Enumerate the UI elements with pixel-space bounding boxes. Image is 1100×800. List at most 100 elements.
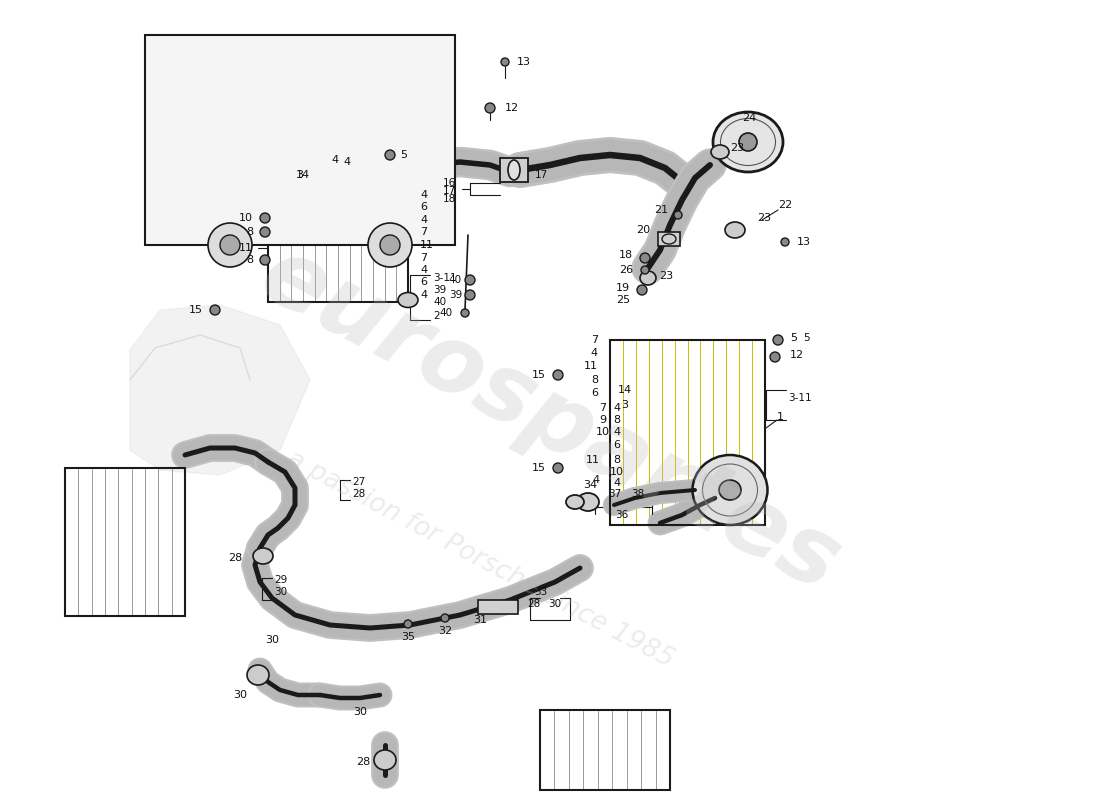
Text: 7: 7	[591, 335, 598, 345]
Ellipse shape	[713, 112, 783, 172]
Text: 2: 2	[433, 311, 440, 321]
Ellipse shape	[508, 160, 520, 180]
Text: 3: 3	[296, 170, 303, 180]
Ellipse shape	[566, 495, 584, 509]
Text: 11: 11	[584, 361, 598, 371]
Text: 13: 13	[517, 57, 531, 67]
Text: 13: 13	[798, 237, 811, 247]
Text: 4: 4	[591, 348, 598, 358]
Circle shape	[674, 211, 682, 219]
Text: 12: 12	[505, 103, 519, 113]
Text: 30: 30	[353, 707, 367, 717]
Text: 26: 26	[619, 265, 632, 275]
Bar	[500, 158, 528, 182]
Bar	[658, 232, 680, 246]
Text: 4: 4	[614, 478, 620, 488]
Text: 28: 28	[352, 489, 365, 499]
Text: 40: 40	[449, 275, 462, 285]
Text: 34: 34	[583, 480, 597, 490]
Circle shape	[210, 305, 220, 315]
Circle shape	[500, 58, 509, 66]
Text: 33: 33	[534, 587, 548, 597]
Bar	[540, 710, 670, 790]
Text: 38: 38	[631, 489, 645, 499]
Ellipse shape	[248, 665, 270, 685]
Text: 29: 29	[274, 575, 287, 585]
Text: 10: 10	[596, 427, 611, 437]
Text: 9: 9	[600, 415, 606, 425]
Text: 10: 10	[239, 213, 253, 223]
Text: 32: 32	[438, 626, 452, 636]
Text: 16: 16	[442, 178, 456, 188]
Text: 5: 5	[790, 333, 798, 343]
Circle shape	[385, 150, 395, 160]
Text: 37: 37	[608, 489, 622, 499]
Circle shape	[208, 223, 252, 267]
Text: 30: 30	[274, 587, 287, 597]
Text: 5: 5	[400, 150, 407, 160]
Text: 30: 30	[265, 635, 279, 645]
Text: 17: 17	[535, 170, 548, 180]
Circle shape	[260, 255, 270, 265]
Text: 4: 4	[420, 215, 427, 225]
Text: 11: 11	[420, 240, 434, 250]
Text: 28: 28	[228, 553, 242, 563]
Text: 4: 4	[331, 155, 339, 165]
Text: 24: 24	[742, 113, 757, 123]
Text: 23: 23	[730, 143, 744, 153]
Circle shape	[770, 352, 780, 362]
Text: 6: 6	[420, 202, 427, 212]
Bar	[610, 340, 764, 525]
Text: 15: 15	[189, 305, 204, 315]
Text: 14: 14	[618, 385, 632, 395]
Circle shape	[465, 290, 475, 300]
Ellipse shape	[374, 750, 396, 770]
Text: 4: 4	[614, 403, 620, 413]
Text: 19: 19	[616, 283, 630, 293]
Circle shape	[553, 370, 563, 380]
Circle shape	[441, 614, 449, 622]
Circle shape	[461, 309, 469, 317]
Ellipse shape	[398, 293, 418, 307]
Circle shape	[404, 620, 412, 628]
Text: 4: 4	[420, 265, 427, 275]
Text: 6: 6	[420, 277, 427, 287]
Circle shape	[379, 235, 400, 255]
Ellipse shape	[578, 493, 600, 511]
Ellipse shape	[693, 455, 768, 525]
Bar	[65, 468, 185, 616]
Bar	[145, 35, 455, 245]
Circle shape	[260, 227, 270, 237]
Circle shape	[773, 335, 783, 345]
Text: 4: 4	[614, 427, 620, 437]
Text: 23: 23	[659, 271, 673, 281]
Text: 39: 39	[433, 285, 447, 295]
Text: 36: 36	[615, 510, 628, 520]
Text: 22: 22	[778, 200, 792, 210]
Text: 5: 5	[803, 333, 810, 343]
Circle shape	[553, 463, 563, 473]
Text: 4: 4	[343, 157, 351, 167]
Ellipse shape	[640, 271, 656, 285]
Circle shape	[260, 213, 270, 223]
Text: 3-11: 3-11	[433, 273, 456, 283]
Text: eurospartes: eurospartes	[244, 229, 856, 611]
Text: 6: 6	[614, 440, 620, 450]
Polygon shape	[130, 305, 310, 475]
Text: 8: 8	[246, 227, 253, 237]
Text: 1: 1	[777, 412, 784, 422]
Text: 31: 31	[473, 615, 487, 625]
Text: 21: 21	[653, 205, 668, 215]
Bar	[268, 172, 408, 302]
Text: 28: 28	[527, 599, 540, 609]
Text: 15: 15	[532, 370, 546, 380]
Text: 6: 6	[591, 388, 598, 398]
Circle shape	[781, 238, 789, 246]
Text: 7: 7	[420, 227, 427, 237]
Circle shape	[637, 285, 647, 295]
Text: 12: 12	[790, 350, 804, 360]
Text: 7: 7	[420, 253, 427, 263]
Text: 40: 40	[433, 297, 447, 307]
Circle shape	[641, 266, 649, 274]
Ellipse shape	[739, 133, 757, 151]
